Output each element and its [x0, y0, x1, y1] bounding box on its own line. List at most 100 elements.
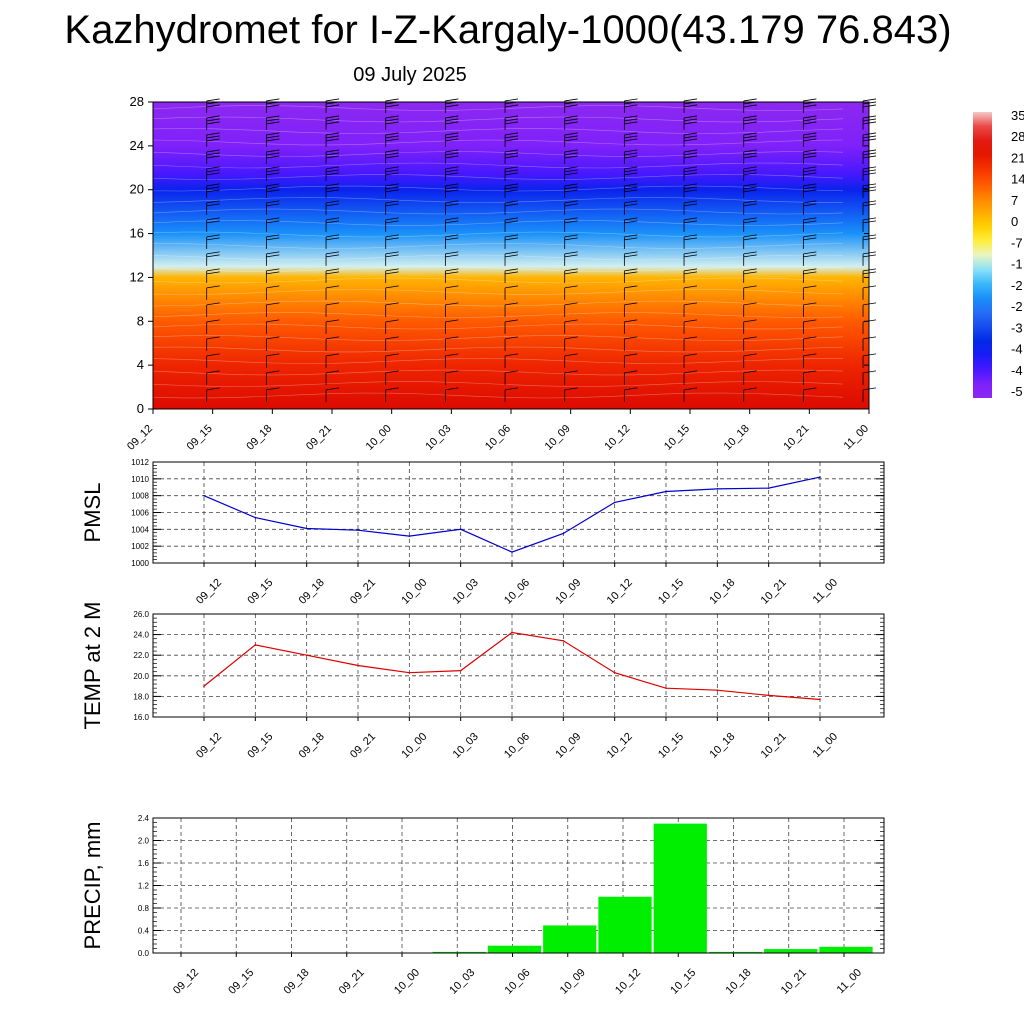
- wind-barb: [206, 251, 220, 266]
- data-point: [716, 488, 719, 490]
- colorbar-label: -7: [1011, 235, 1023, 250]
- wind-barb: [802, 387, 817, 402]
- heatmap-contours: [152, 105, 844, 399]
- wind-barb: [504, 268, 519, 283]
- x-tick-label: 10_09: [543, 423, 573, 453]
- y-tick-label: 26.0: [133, 610, 149, 619]
- wind-barb: [802, 370, 817, 385]
- heatmap-panel: 0 4 8 12 16 20 24 28 09_12 09_15 09_18 09_21 10_00 10…: [125, 94, 877, 453]
- wind-barb: [683, 200, 698, 215]
- data-point: [819, 476, 821, 478]
- x-tick-label: 10_03: [447, 967, 477, 997]
- x-tick-label: 10_06: [502, 731, 532, 761]
- x-tick-label: 10_12: [613, 967, 643, 997]
- contour-line: [152, 254, 844, 261]
- wind-barb: [265, 98, 280, 113]
- y-tick-label: 2.0: [138, 837, 150, 846]
- wind-barb: [325, 183, 340, 198]
- wind-barb: [504, 319, 519, 334]
- wind-barb: [444, 336, 459, 351]
- x-tick-label: 09_18: [297, 577, 327, 607]
- wind-barb: [743, 387, 757, 402]
- wind-barb: [743, 302, 757, 317]
- x-tick-label: 11_00: [842, 423, 872, 453]
- wind-barb: [564, 183, 578, 198]
- x-tick-label: 10_18: [724, 967, 754, 997]
- x-tick-label: 10_15: [656, 731, 686, 761]
- wind-barb: [802, 302, 817, 317]
- wind-barb: [683, 336, 698, 351]
- wind-barb: [862, 353, 877, 368]
- wind-barb: [862, 251, 877, 266]
- wind-barb: [564, 370, 578, 385]
- wind-barb: [564, 132, 578, 147]
- wind-barb: [683, 98, 698, 113]
- wind-barb: [743, 149, 757, 164]
- wind-barb: [862, 183, 877, 198]
- contour-line: [152, 197, 843, 203]
- wind-barb: [206, 115, 220, 130]
- wind-barb: [385, 115, 399, 130]
- wind-barb: [265, 149, 280, 164]
- wind-barb: [325, 149, 340, 164]
- wind-barb: [385, 200, 399, 215]
- colorbar-label: -2: [1011, 299, 1023, 314]
- wind-barb: [743, 200, 757, 215]
- wind-barb: [564, 234, 578, 249]
- wind-barb: [862, 387, 877, 402]
- wind-barb: [444, 285, 459, 300]
- x-tick-label: 09_18: [244, 423, 274, 453]
- contour-line: [152, 162, 844, 169]
- colorbar-label: 28: [1011, 129, 1024, 144]
- wind-barb: [265, 217, 280, 232]
- wind-barb: [265, 166, 280, 181]
- precip-bar: [708, 951, 763, 953]
- x-tick-label: 10_00: [364, 423, 394, 453]
- y-tick-label: 0.4: [138, 927, 150, 936]
- wind-barb: [623, 115, 638, 130]
- wind-barb: [504, 98, 519, 113]
- contour-line: [152, 300, 844, 307]
- contour-line: [152, 220, 844, 226]
- colorbar-label: -3: [1011, 320, 1023, 335]
- wind-barb: [623, 319, 638, 334]
- wind-barb: [385, 149, 399, 164]
- wind-barb: [504, 115, 519, 130]
- x-tick-label: 09_18: [282, 967, 312, 997]
- temp-panel: 16.0 18.0 20.0 22.0 24.0 26.0 09_12 09_15 09_18 0…: [80, 602, 885, 761]
- wind-barb: [862, 302, 877, 317]
- x-tick-label: 09_21: [304, 423, 334, 453]
- wind-barb: [504, 234, 519, 249]
- wind-barb: [683, 302, 698, 317]
- wind-barb: [623, 268, 638, 283]
- wind-barb: [206, 285, 220, 300]
- wind-barb: [385, 98, 399, 113]
- wind-barb: [623, 217, 638, 232]
- wind-barb: [564, 387, 578, 402]
- y-tick-label: 4: [137, 357, 144, 372]
- wind-barb: [862, 132, 877, 147]
- x-tick-label: 09_21: [337, 967, 367, 997]
- wind-barb: [444, 166, 459, 181]
- wind-barb: [564, 336, 578, 351]
- y-tick-label: 1008: [131, 492, 149, 501]
- x-tick-label: 09_18: [297, 731, 327, 761]
- wind-barb: [265, 132, 280, 147]
- wind-barb: [743, 353, 757, 368]
- data-point: [562, 639, 565, 642]
- colorbar-label: -5: [1011, 384, 1023, 399]
- y-tick-label: 2.4: [138, 814, 150, 823]
- wind-barb: [743, 166, 757, 181]
- wind-barb: [743, 98, 757, 113]
- wind-barb: [504, 387, 519, 402]
- x-tick-label: 10_12: [602, 423, 632, 453]
- y-tick-label: 1.2: [138, 882, 150, 891]
- contour-line: [152, 312, 844, 318]
- wind-barb: [743, 217, 757, 232]
- wind-barb: [802, 268, 817, 283]
- wind-barb: [206, 200, 220, 215]
- y-tick-label: 0.8: [138, 904, 150, 913]
- wind-barb: [325, 200, 340, 215]
- x-tick-label: 11_00: [811, 731, 841, 761]
